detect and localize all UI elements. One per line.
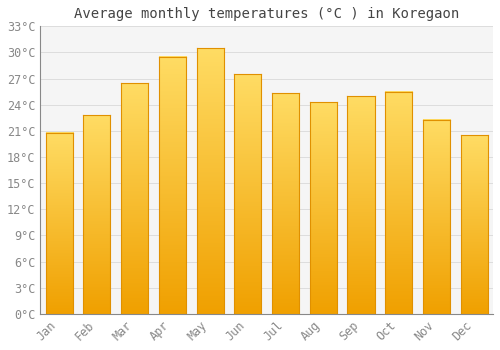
Title: Average monthly temperatures (°C ) in Koregaon: Average monthly temperatures (°C ) in Ko… [74,7,460,21]
